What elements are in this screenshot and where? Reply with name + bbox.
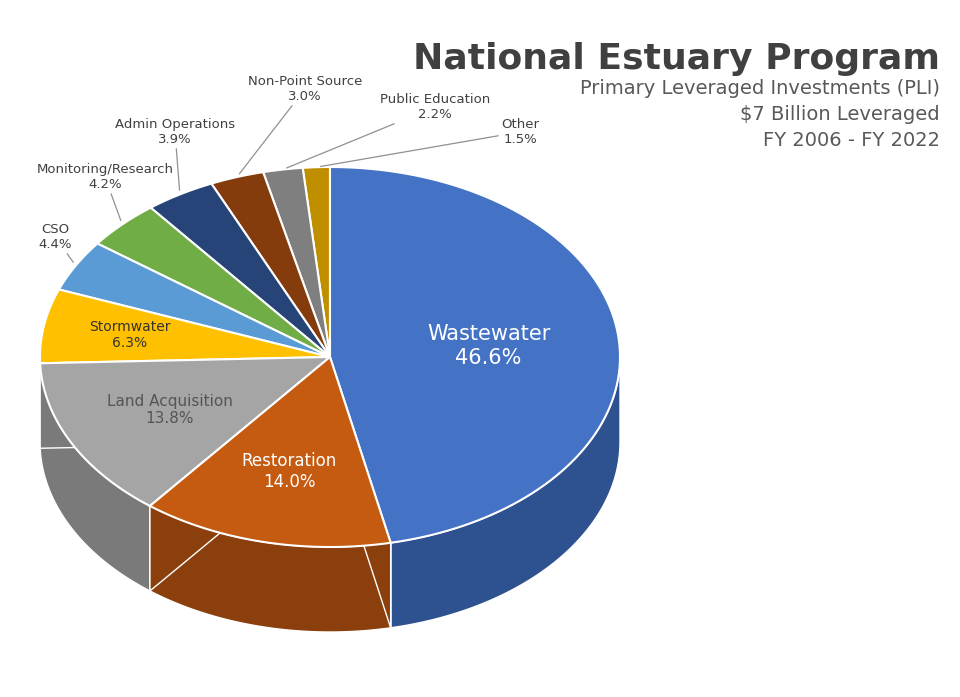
Polygon shape <box>150 506 391 632</box>
Polygon shape <box>330 357 391 628</box>
Text: FY 2006 - FY 2022: FY 2006 - FY 2022 <box>763 131 940 150</box>
Polygon shape <box>40 357 330 506</box>
Text: Restoration
14.0%: Restoration 14.0% <box>242 452 337 491</box>
Text: CSO
4.4%: CSO 4.4% <box>38 223 73 262</box>
Ellipse shape <box>40 252 620 632</box>
Polygon shape <box>40 357 330 448</box>
Polygon shape <box>263 168 330 357</box>
Text: Public Education
2.2%: Public Education 2.2% <box>287 93 491 168</box>
Polygon shape <box>302 167 330 357</box>
Polygon shape <box>330 357 391 628</box>
Polygon shape <box>151 183 330 357</box>
Polygon shape <box>150 357 391 547</box>
Polygon shape <box>330 167 620 543</box>
Polygon shape <box>40 357 330 448</box>
Polygon shape <box>150 357 330 591</box>
Text: Admin Operations
3.9%: Admin Operations 3.9% <box>115 118 235 190</box>
Text: Land Acquisition
13.8%: Land Acquisition 13.8% <box>107 394 232 427</box>
Polygon shape <box>211 172 330 357</box>
Text: $7 Billion Leveraged: $7 Billion Leveraged <box>740 105 940 124</box>
Text: Non-Point Source
3.0%: Non-Point Source 3.0% <box>239 75 362 174</box>
Text: Other
1.5%: Other 1.5% <box>321 118 539 167</box>
Polygon shape <box>59 243 330 357</box>
Text: Primary Leveraged Investments (PLI): Primary Leveraged Investments (PLI) <box>580 79 940 98</box>
Text: National Estuary Program: National Estuary Program <box>413 42 940 76</box>
Polygon shape <box>40 363 150 591</box>
Polygon shape <box>97 208 330 357</box>
Text: Wastewater
46.6%: Wastewater 46.6% <box>427 324 550 367</box>
Text: Monitoring/Research
4.2%: Monitoring/Research 4.2% <box>36 163 174 220</box>
Polygon shape <box>40 289 330 363</box>
Polygon shape <box>391 357 620 628</box>
Text: Stormwater
6.3%: Stormwater 6.3% <box>89 320 171 350</box>
Polygon shape <box>150 357 330 591</box>
